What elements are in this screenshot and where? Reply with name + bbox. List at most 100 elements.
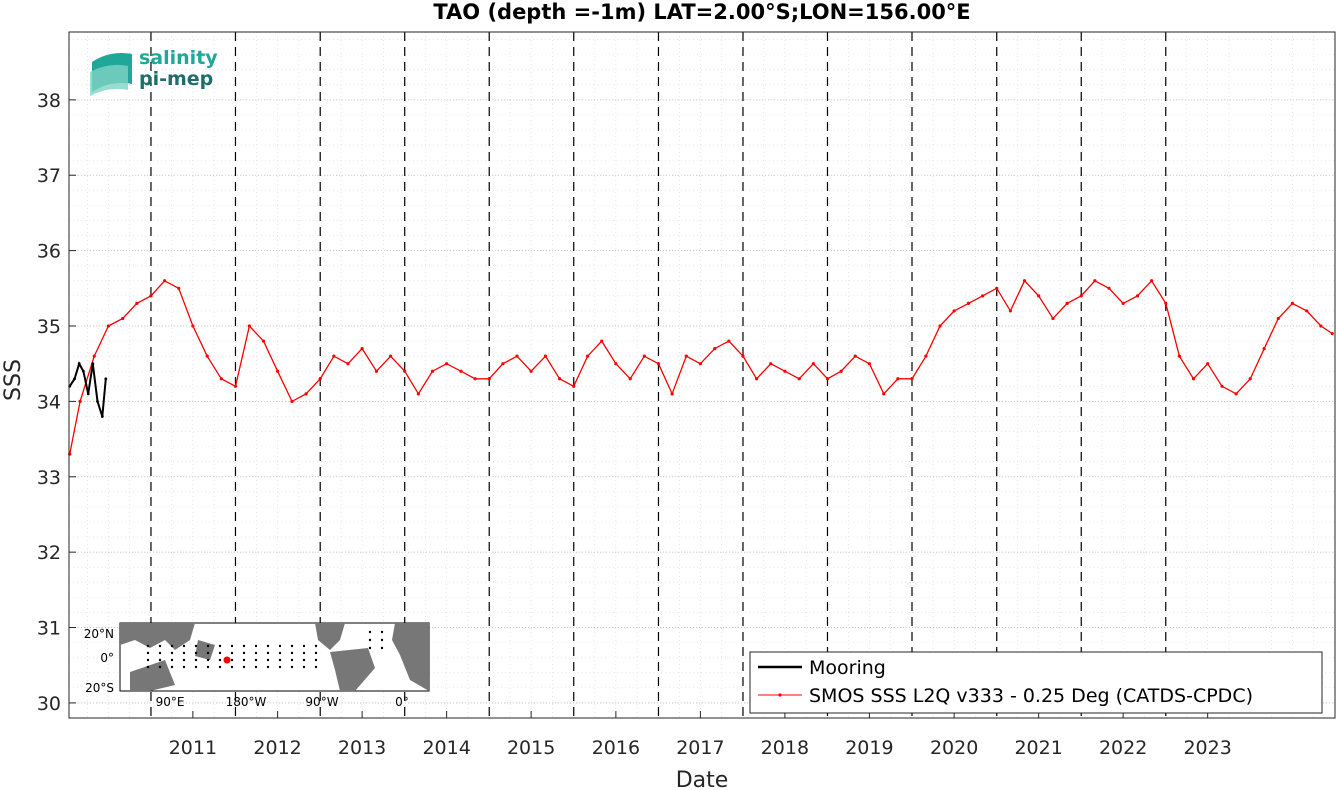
data-point-mooring	[96, 399, 99, 403]
plot-frame	[68, 31, 1336, 719]
map-lat-label-equator: 0°	[100, 651, 114, 665]
data-point-smos	[205, 354, 209, 358]
mooring-dot	[182, 658, 186, 662]
x-tick-label: 2023	[1183, 737, 1231, 759]
data-point-smos	[346, 362, 350, 366]
mooring-dot	[302, 658, 306, 662]
mooring-dot	[218, 658, 222, 662]
mooring-dot	[290, 644, 294, 648]
data-point-smos	[149, 294, 153, 298]
mooring-dot	[242, 651, 246, 655]
legend-label-mooring: Mooring	[809, 657, 886, 679]
mooring-dot	[206, 644, 210, 648]
mooring-dot	[182, 665, 186, 669]
mooring-dot	[158, 665, 162, 669]
mooring-dot	[230, 644, 234, 648]
data-point-smos	[430, 369, 435, 373]
y-axis-ticks: 30 31 32 33 34 35 36 37 38	[37, 90, 76, 715]
y-axis-label: SSS	[1, 359, 26, 401]
mooring-dot	[242, 644, 246, 648]
data-point-smos	[1177, 354, 1182, 358]
mooring-dot	[314, 658, 318, 662]
data-point-smos	[261, 339, 266, 343]
legend: Mooring SMOS SSS L2Q v333 - 0.25 Deg (CA…	[749, 651, 1323, 714]
data-point-smos	[1022, 279, 1027, 283]
mooring-dot	[290, 665, 294, 669]
data-point-smos	[416, 392, 420, 396]
data-point-smos	[106, 324, 110, 328]
land-new-guinea	[195, 640, 215, 660]
y-tick-label: 33	[37, 467, 61, 489]
mooring-dot	[170, 644, 174, 648]
data-point-mooring	[77, 362, 81, 366]
mooring-dot	[146, 658, 150, 662]
mooring-dot	[242, 665, 246, 669]
mooring-dot	[158, 644, 162, 648]
data-point-smos	[135, 301, 139, 305]
mooring-dot	[380, 638, 384, 642]
mooring-dot	[266, 665, 270, 669]
map-lon-label-90e: 90°E	[156, 695, 185, 709]
mooring-dot	[170, 665, 174, 669]
mooring-dot	[218, 665, 222, 669]
data-point-smos	[1079, 294, 1083, 298]
x-tick-label: 2019	[845, 737, 893, 759]
inset-map: 20°N 0° 20°S 90°E 180°W 90°W 0°	[84, 622, 430, 709]
legend-box	[749, 651, 1323, 714]
y-tick-label: 35	[37, 316, 61, 338]
data-point-smos	[558, 377, 562, 381]
data-point-smos	[276, 369, 280, 373]
y-tick-label: 31	[37, 618, 61, 640]
data-point-smos	[473, 377, 477, 381]
x-tick-label: 2014	[422, 737, 470, 759]
data-point-smos	[867, 362, 871, 366]
mooring-dot	[368, 646, 372, 650]
mooring-dot	[314, 665, 318, 669]
data-point-smos	[783, 369, 787, 373]
x-tick-label: 2015	[507, 737, 555, 759]
land-asia	[120, 623, 195, 650]
x-tick-label: 2013	[338, 737, 386, 759]
data-point-smos	[811, 362, 815, 366]
mooring-dot	[314, 651, 318, 655]
mooring-dot	[194, 665, 198, 669]
land-central-america	[315, 623, 345, 650]
map-lon-label-0: 0°	[395, 695, 409, 709]
mooring-dot	[266, 658, 270, 662]
data-point-smos	[656, 362, 661, 366]
data-point-smos	[1290, 301, 1294, 305]
x-axis-ticks: 2011 2012 2013 2014 2015 2016 2017 2018 2019 2020…	[169, 711, 1232, 759]
land-south-america	[330, 648, 375, 691]
mooring-dot	[290, 651, 294, 655]
data-point-smos	[1037, 294, 1041, 298]
mooring-dot	[302, 644, 306, 648]
data-point-smos	[755, 377, 759, 381]
data-point-smos	[825, 377, 830, 381]
mooring-dot	[254, 658, 258, 662]
y-tick-label: 34	[37, 391, 61, 413]
data-point-smos	[882, 392, 886, 396]
data-point-smos	[924, 354, 928, 358]
land-africa	[392, 623, 429, 691]
data-point-mooring	[81, 369, 85, 373]
map-lon-label-180w: 180°W	[226, 695, 267, 709]
data-point-smos	[1220, 384, 1224, 388]
mooring-dot	[368, 638, 372, 642]
data-point-smos	[1319, 324, 1323, 328]
mooring-dot	[182, 651, 186, 655]
mooring-dot	[290, 658, 294, 662]
data-point-smos	[177, 286, 181, 290]
data-point-smos	[529, 369, 533, 373]
data-point-smos	[853, 354, 857, 358]
data-point-smos	[332, 354, 336, 358]
data-point-smos	[1135, 294, 1140, 298]
data-point-smos	[233, 384, 238, 388]
data-point-smos	[713, 347, 717, 351]
data-point-smos	[459, 369, 463, 373]
data-point-smos	[966, 301, 971, 305]
data-point-smos	[1206, 362, 1210, 366]
x-axis-label: Date	[676, 768, 729, 790]
data-point-smos	[219, 377, 223, 381]
data-point-smos	[290, 399, 294, 403]
